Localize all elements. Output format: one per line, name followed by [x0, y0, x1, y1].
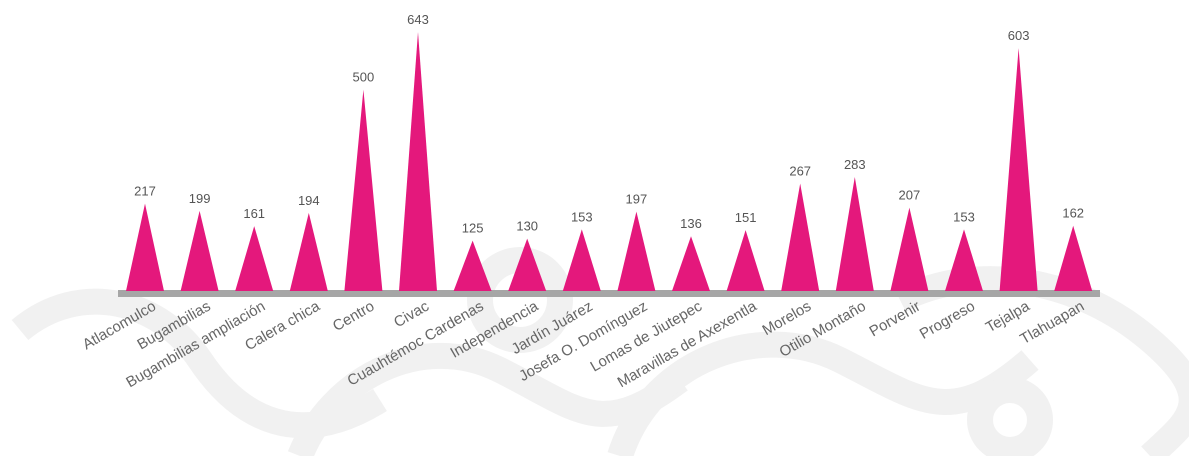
spike [126, 203, 164, 291]
spike [453, 240, 492, 291]
value-label: 136 [680, 216, 702, 231]
spike [672, 236, 710, 291]
spike [726, 230, 765, 291]
value-label: 500 [353, 70, 375, 85]
spike [562, 229, 601, 291]
value-label: 207 [899, 188, 921, 203]
spike [835, 177, 874, 291]
value-label: 162 [1062, 206, 1084, 221]
category-label: Centro [330, 298, 377, 335]
category-label: Civac [391, 297, 432, 331]
value-label: 267 [789, 163, 811, 178]
ornament [967, 377, 1053, 456]
spike [344, 89, 383, 291]
value-label: 199 [189, 191, 211, 206]
value-label: 151 [735, 210, 757, 225]
value-label: 194 [298, 193, 320, 208]
baseline [118, 290, 1100, 297]
value-label: 153 [571, 209, 593, 224]
spike [289, 212, 328, 291]
spike [180, 210, 219, 291]
value-label: 153 [953, 209, 975, 224]
spike [399, 32, 437, 291]
category-label: Progreso [917, 298, 978, 343]
category-label: Porvenir [867, 298, 924, 341]
spike [617, 211, 656, 291]
spike [781, 183, 820, 291]
value-label: 197 [626, 192, 648, 207]
value-label: 603 [1008, 28, 1030, 43]
spike [890, 207, 929, 291]
spike [235, 226, 274, 291]
spike [1054, 225, 1093, 291]
spike [945, 229, 983, 291]
value-label: 161 [243, 206, 265, 221]
value-label: 283 [844, 157, 866, 172]
value-label: 130 [516, 219, 538, 234]
ornament [287, 342, 688, 456]
spike [999, 48, 1038, 292]
value-label: 125 [462, 221, 484, 236]
value-label: 643 [407, 12, 429, 27]
spike [508, 238, 547, 291]
ornament [607, 331, 1039, 456]
value-label: 217 [134, 184, 156, 199]
